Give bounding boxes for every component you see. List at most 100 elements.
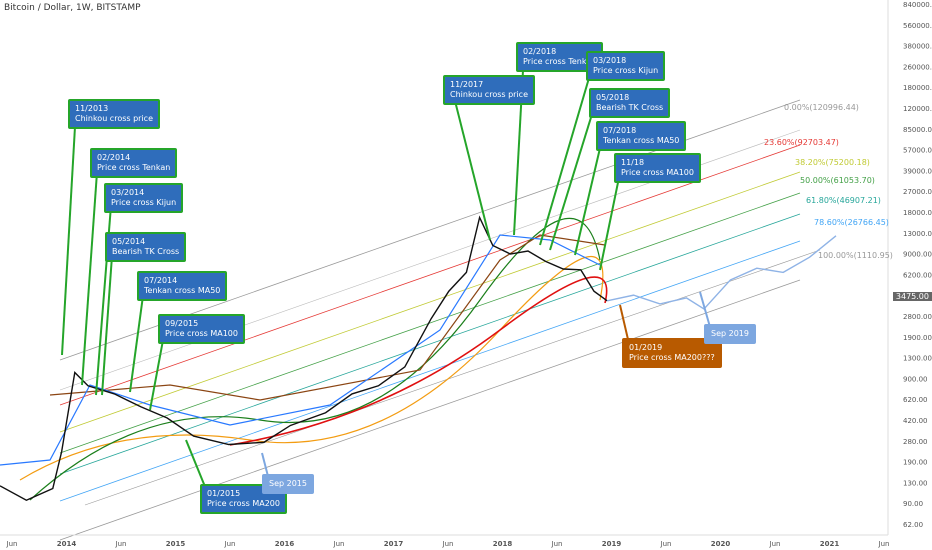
y-tick-label: 57000.00 bbox=[903, 147, 932, 155]
y-tick-label: 85000.00 bbox=[903, 126, 932, 134]
y-tick-label: 90.00 bbox=[903, 500, 923, 508]
fib-level-label: 0.00%(120996.44) bbox=[784, 103, 859, 112]
x-tick-label: Jun bbox=[115, 540, 127, 548]
annotation-line: Chinkou cross price bbox=[75, 114, 153, 123]
annotation-callout: 02/2014 Price cross Tenkan bbox=[90, 148, 178, 178]
annotation-callout: 11/2017 Chinkou cross price bbox=[443, 75, 535, 105]
annotation-line: Price cross Kijun bbox=[593, 66, 659, 75]
projection-line bbox=[607, 235, 837, 310]
y-tick-label: 9000.00 bbox=[903, 251, 932, 259]
y-tick-label: 380000.00 bbox=[903, 43, 932, 51]
y-tick-label: 840000.00 bbox=[903, 1, 932, 9]
chart-title: Bitcoin / Dollar, 1W, BITSTAMP bbox=[4, 3, 141, 13]
annotation-line: 07/2018 bbox=[603, 126, 637, 135]
ma-green-line bbox=[29, 217, 601, 501]
annotation-line: 09/2015 bbox=[165, 319, 199, 328]
y-tick-label: 190.00 bbox=[903, 459, 928, 467]
annotation-line: Price cross Kijun bbox=[111, 198, 177, 207]
fib-line bbox=[59, 144, 801, 406]
x-tick-label: Jun bbox=[224, 540, 236, 548]
annotation-callout: 03/2014 Price cross Kijun bbox=[104, 183, 184, 213]
callout-pointer bbox=[95, 192, 113, 396]
fib-line bbox=[59, 279, 801, 541]
price-line bbox=[0, 215, 608, 502]
ma-orange-line bbox=[19, 256, 604, 481]
annotation-line: 03/2014 bbox=[111, 188, 145, 197]
annotation-line: 01/2019 bbox=[629, 343, 663, 352]
x-tick-label: Jun bbox=[6, 540, 18, 548]
y-tick-label: 62.00 bbox=[903, 521, 923, 529]
annotation-callout: 02/2018 Price cross Tenkan bbox=[516, 42, 604, 72]
annotation-line: 03/2018 bbox=[593, 56, 627, 65]
fib-level-label: 78.60%(26766.45) bbox=[814, 218, 889, 227]
annotation-callout: 05/2014 Bearish TK Cross bbox=[105, 232, 187, 262]
annotation-line: Price cross MA200??? bbox=[629, 353, 715, 362]
callout-pointer bbox=[539, 60, 595, 246]
fib-line bbox=[59, 171, 801, 433]
y-tick-label: 130.00 bbox=[903, 479, 928, 487]
y-tick-label: 6200.00 bbox=[903, 271, 932, 279]
callout-pointer bbox=[450, 84, 491, 241]
annotation-line: 02/2014 bbox=[97, 153, 131, 162]
fib-lower-line bbox=[84, 249, 821, 506]
x-tick-label: Jun bbox=[769, 540, 781, 548]
x-tick-label: Jun bbox=[333, 540, 345, 548]
annotation-line: 01/2015 bbox=[207, 489, 241, 498]
x-tick-label: 2017 bbox=[384, 540, 404, 548]
annotation-line: Price cross MA100 bbox=[165, 329, 238, 338]
y-tick-label: 18000.00 bbox=[903, 209, 932, 217]
fib-level-label: 38.20%(75200.18) bbox=[795, 158, 870, 167]
annotation-callout: Sep 2015 bbox=[262, 474, 314, 494]
y-tick-label: 620.00 bbox=[903, 396, 928, 404]
y-tick-label: 280.00 bbox=[903, 438, 928, 446]
annotation-callout: 07/2018 Tenkan cross MA50 bbox=[596, 121, 687, 151]
annotation-line: Tenkan cross MA50 bbox=[603, 136, 680, 145]
x-tick-label: Jun bbox=[551, 540, 563, 548]
fib-level-label: 61.80%(46907.21) bbox=[806, 196, 881, 205]
x-tick-label: Jun bbox=[660, 540, 672, 548]
y-tick-label: 900.00 bbox=[903, 375, 928, 383]
annotation-callout: 05/2018 Bearish TK Cross bbox=[589, 88, 671, 118]
y-tick-label: 13000.00 bbox=[903, 230, 932, 238]
ma-red-line bbox=[229, 276, 608, 446]
x-tick-label: 2019 bbox=[602, 540, 622, 548]
annotation-line: 07/2014 bbox=[144, 276, 178, 285]
annotation-line: 02/2018 bbox=[523, 47, 557, 56]
annotation-line: 11/2013 bbox=[75, 104, 109, 113]
y-tick-label: 1900.00 bbox=[903, 334, 932, 342]
y-tick-label: 120000.00 bbox=[903, 105, 932, 113]
x-tick-label: 2014 bbox=[57, 540, 77, 548]
annotation-line: 11/2017 bbox=[450, 80, 484, 89]
current-price-tag: 3475.00 bbox=[892, 292, 932, 301]
x-tick-label: 2015 bbox=[166, 540, 186, 548]
annotation-callout: 03/2018 Price cross Kijun bbox=[586, 51, 666, 81]
y-tick-label: 39000.00 bbox=[903, 167, 932, 175]
fib-level-label: 50.00%(61053.70) bbox=[800, 176, 875, 185]
annotation-callout: 11/18 Price cross MA100 bbox=[614, 153, 701, 183]
x-tick-label: 2021 bbox=[820, 540, 840, 548]
annotation-line: Price cross MA200 bbox=[207, 499, 280, 508]
callout-pointer bbox=[101, 241, 114, 396]
x-tick-label: 2020 bbox=[711, 540, 731, 548]
annotation-line: Bearish TK Cross bbox=[596, 103, 664, 112]
annotation-callout: 07/2014 Tenkan cross MA50 bbox=[137, 271, 228, 301]
annotation-line: 11/18 bbox=[621, 158, 645, 167]
tenkan-line bbox=[0, 234, 601, 466]
y-tick-label: 560000.00 bbox=[903, 22, 932, 30]
moving-averages bbox=[0, 217, 608, 501]
annotation-line: Sep 2019 bbox=[711, 329, 749, 338]
callout-pointer bbox=[549, 97, 598, 251]
callout-pointer bbox=[81, 157, 99, 386]
y-tick-label: 1300.00 bbox=[903, 355, 932, 363]
y-tick-label: 260000.00 bbox=[903, 63, 932, 71]
annotation-line: Price cross Tenkan bbox=[523, 57, 597, 66]
annotation-line: Tenkan cross MA50 bbox=[144, 286, 221, 295]
annotation-callout: Sep 2019 bbox=[704, 324, 756, 344]
annotation-line: 05/2018 bbox=[596, 93, 630, 102]
projection-line-group bbox=[607, 235, 837, 310]
kijun-line bbox=[49, 234, 606, 401]
fib-line bbox=[59, 192, 801, 454]
x-tick-label: 2016 bbox=[275, 540, 295, 548]
